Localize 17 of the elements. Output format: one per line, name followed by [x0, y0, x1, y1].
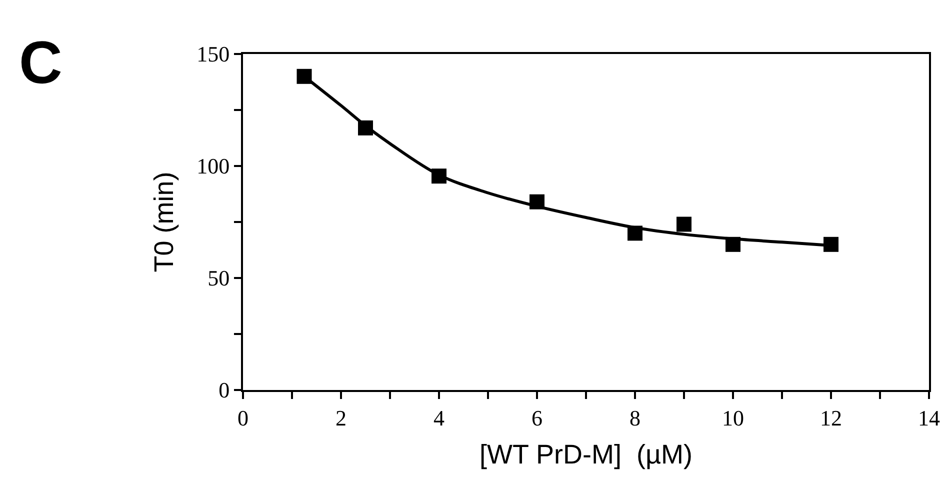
- y-axis-title: T0 (min): [149, 172, 180, 272]
- x-tick-label: 2: [336, 405, 346, 430]
- x-tick-label: 12: [820, 405, 842, 430]
- x-tick-label: 14: [918, 405, 940, 430]
- text: C: [19, 29, 62, 96]
- x-tick-label: 8: [630, 405, 640, 430]
- y-tick-label: 50: [208, 266, 230, 291]
- x-tick-label: 0: [238, 405, 248, 430]
- x-tick-label: 10: [722, 405, 744, 430]
- point: [824, 236, 838, 252]
- y-tick-label: 100: [196, 154, 230, 179]
- y-tick-label: 150: [196, 42, 230, 67]
- y-tick-label: 0: [218, 378, 230, 403]
- point: [676, 216, 692, 232]
- x-tick-label: 4: [434, 405, 444, 430]
- x-axis-title: [WT PrD-M] (µM): [479, 439, 693, 470]
- x-tick-label: 6: [532, 405, 542, 430]
